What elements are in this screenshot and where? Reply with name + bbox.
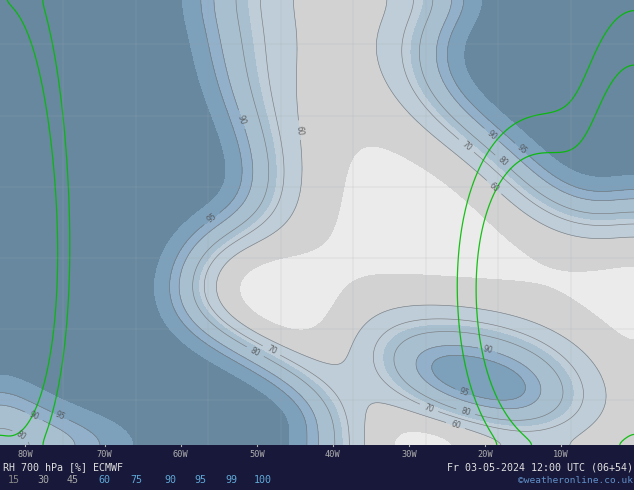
- Text: 10W: 10W: [553, 450, 569, 459]
- Text: 15: 15: [8, 475, 20, 485]
- Text: 60: 60: [99, 475, 110, 485]
- Text: 70: 70: [265, 344, 278, 357]
- Text: 80: 80: [496, 155, 509, 168]
- Text: 60: 60: [294, 125, 304, 135]
- Text: 90: 90: [28, 410, 41, 422]
- Text: 95: 95: [515, 143, 529, 156]
- Text: 60W: 60W: [173, 450, 188, 459]
- Text: 80W: 80W: [18, 450, 33, 459]
- Text: 95: 95: [458, 387, 470, 398]
- Text: ©weatheronline.co.uk: ©weatheronline.co.uk: [518, 476, 633, 485]
- Text: 90: 90: [485, 128, 498, 142]
- Text: 95: 95: [54, 410, 67, 422]
- Text: 90: 90: [164, 475, 176, 485]
- Text: 100: 100: [254, 475, 272, 485]
- Text: 95: 95: [205, 212, 219, 225]
- Text: Fr 03-05-2024 12:00 UTC (06+54): Fr 03-05-2024 12:00 UTC (06+54): [447, 462, 633, 472]
- Text: 80: 80: [15, 429, 28, 441]
- Text: 90: 90: [236, 114, 247, 125]
- Text: 75: 75: [131, 475, 142, 485]
- Text: 70: 70: [423, 402, 435, 414]
- Text: 45: 45: [67, 475, 78, 485]
- Text: 95: 95: [195, 475, 206, 485]
- Text: 20W: 20W: [477, 450, 493, 459]
- Text: 60: 60: [450, 420, 462, 431]
- Text: RH 700 hPa [%] ECMWF: RH 700 hPa [%] ECMWF: [3, 462, 123, 472]
- Text: 40W: 40W: [325, 450, 340, 459]
- Text: 70: 70: [460, 139, 473, 152]
- Text: 80: 80: [249, 345, 262, 358]
- Text: 80: 80: [460, 406, 472, 417]
- Text: 60: 60: [488, 180, 501, 194]
- Text: 90: 90: [482, 344, 493, 356]
- Text: 99: 99: [226, 475, 237, 485]
- Text: 50W: 50W: [249, 450, 264, 459]
- Text: 70W: 70W: [97, 450, 112, 459]
- Text: 30W: 30W: [401, 450, 417, 459]
- Text: 30: 30: [37, 475, 49, 485]
